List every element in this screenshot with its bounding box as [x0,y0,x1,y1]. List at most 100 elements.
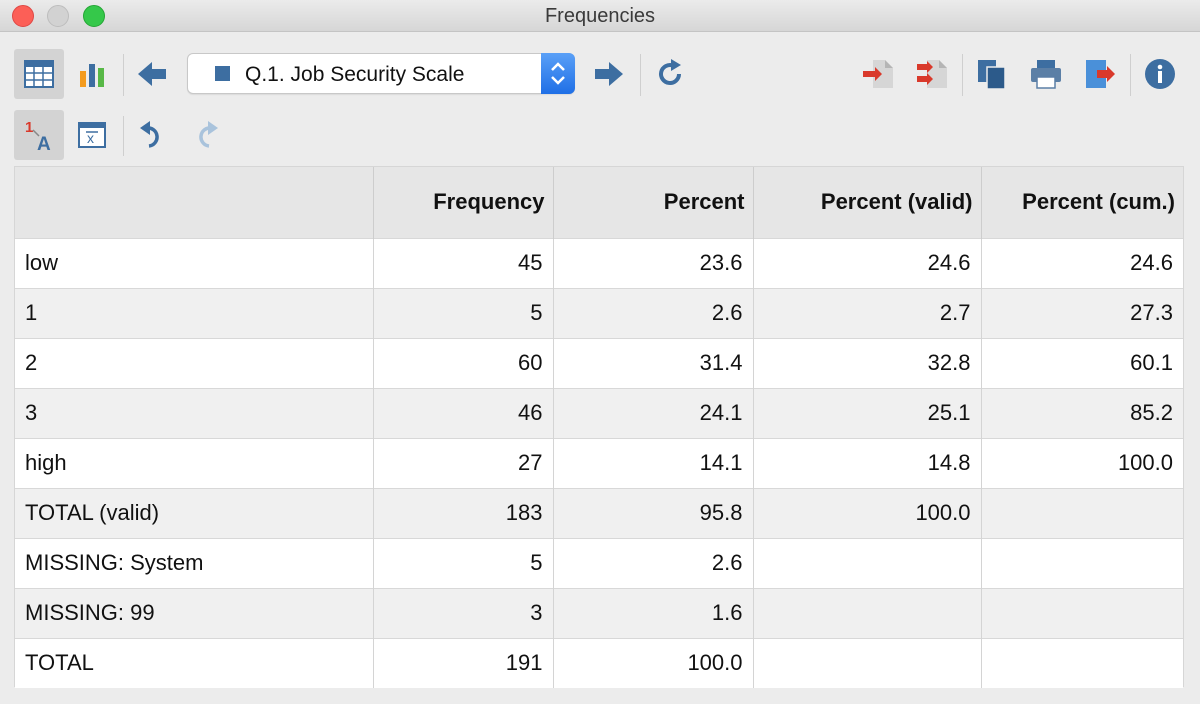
svg-text:1: 1 [25,119,33,136]
import-icon [863,60,893,88]
cell-percent: 2.6 [553,287,754,338]
frequency-table: Frequency Percent Percent (valid) Percen… [15,167,1183,688]
cell-percent-cum: 85.2 [981,387,1183,438]
cell-percent-cum: 24.6 [981,237,1183,288]
table-row: low 45 23.6 24.6 24.6 [15,237,1183,288]
copy-button[interactable] [967,49,1017,99]
previous-variable-button[interactable] [127,49,177,99]
table-header-row: Frequency Percent Percent (valid) Percen… [15,167,1183,238]
export-all-icon [917,60,947,88]
table-view-icon [24,60,54,88]
cell-percent-cum [981,637,1183,688]
previous-variable-icon [138,62,166,86]
svg-text:x: x [87,130,94,146]
header-percent-cum: Percent (cum.) [981,167,1183,238]
cell-percent-cum [981,487,1183,538]
export-button[interactable] [1075,49,1125,99]
cell-percent: 95.8 [553,487,754,538]
undo-button[interactable] [127,110,177,160]
table-row: TOTAL (valid) 183 95.8 100.0 [15,487,1183,538]
toolbar-separator [962,54,963,96]
svg-text:A: A [37,134,51,153]
table-view-button[interactable] [14,49,64,99]
info-icon [1145,59,1175,89]
show-formula-icon: x [78,122,106,148]
cell-frequency: 27 [373,437,554,488]
cell-percent: 31.4 [553,337,754,388]
undo-icon [140,121,159,148]
cell-frequency: 5 [373,537,554,588]
import-button[interactable] [853,49,903,99]
toolbar-separator [123,54,124,96]
maximize-window-button[interactable] [83,5,105,27]
row-label: TOTAL (valid) [15,487,374,538]
row-label: MISSING: System [15,537,374,588]
print-icon [1031,60,1061,89]
redo-icon [199,121,218,148]
redo-button[interactable] [181,110,231,160]
cell-frequency: 46 [373,387,554,438]
cell-percent: 2.6 [553,537,754,588]
cell-percent-valid: 32.8 [753,337,982,388]
copy-icon [978,60,1006,90]
cell-percent-valid [753,537,982,588]
header-percent-valid: Percent (valid) [753,167,982,238]
cell-percent-valid [753,637,982,688]
table-row: high 27 14.1 14.8 100.0 [15,437,1183,488]
title-bar: Frequencies [0,0,1200,32]
close-window-button[interactable] [12,5,34,27]
row-label: low [15,237,374,288]
toolbar-separator [123,116,124,156]
cell-percent-cum [981,587,1183,638]
table-row: 1 5 2.6 2.7 27.3 [15,287,1183,338]
table-row: TOTAL 191 100.0 [15,637,1183,688]
cell-frequency: 5 [373,287,554,338]
info-button[interactable] [1135,49,1185,99]
cell-percent-valid [753,587,982,638]
cell-percent: 24.1 [553,387,754,438]
minimize-window-button[interactable] [47,5,69,27]
table-row: 2 60 31.4 32.8 60.1 [15,337,1183,388]
variable-select[interactable]: Q.1. Job Security Scale [187,53,575,94]
cell-frequency: 191 [373,637,554,688]
show-formula-button[interactable]: x [67,110,117,160]
variable-select-stepper[interactable] [541,53,575,94]
table-row: MISSING: 99 3 1.6 [15,587,1183,638]
header-percent: Percent [553,167,754,238]
cell-percent-cum: 60.1 [981,337,1183,388]
cell-percent-valid: 100.0 [753,487,982,538]
window-title: Frequencies [544,5,656,27]
chart-view-icon [80,64,104,87]
cell-percent-valid: 14.8 [753,437,982,488]
row-label: 2 [15,337,374,388]
cell-percent-valid: 24.6 [753,237,982,288]
next-variable-button[interactable] [584,49,634,99]
header-label-column [15,167,374,238]
export-all-button[interactable] [907,49,957,99]
cell-percent-cum [981,537,1183,588]
cell-percent: 100.0 [553,637,754,688]
value-labels-icon: 1 A [25,119,51,153]
variable-type-icon [215,66,230,81]
cell-percent-cum: 27.3 [981,287,1183,338]
chart-view-button[interactable] [67,49,117,99]
refresh-button[interactable] [645,49,695,99]
row-label: high [15,437,374,488]
value-labels-button[interactable]: 1 A [14,110,64,160]
cell-percent: 14.1 [553,437,754,488]
print-button[interactable] [1021,49,1071,99]
toolbar-separator [640,54,641,96]
toolbar-separator [1130,54,1131,96]
next-variable-icon [595,62,623,86]
cell-frequency: 183 [373,487,554,538]
row-label: 1 [15,287,374,338]
cell-percent-cum: 100.0 [981,437,1183,488]
variable-select-value: Q.1. Job Security Scale [245,63,465,86]
header-frequency: Frequency [373,167,554,238]
cell-percent: 1.6 [553,587,754,638]
row-label: TOTAL [15,637,374,688]
cell-frequency: 45 [373,237,554,288]
table-row: 3 46 24.1 25.1 85.2 [15,387,1183,438]
cell-frequency: 3 [373,587,554,638]
